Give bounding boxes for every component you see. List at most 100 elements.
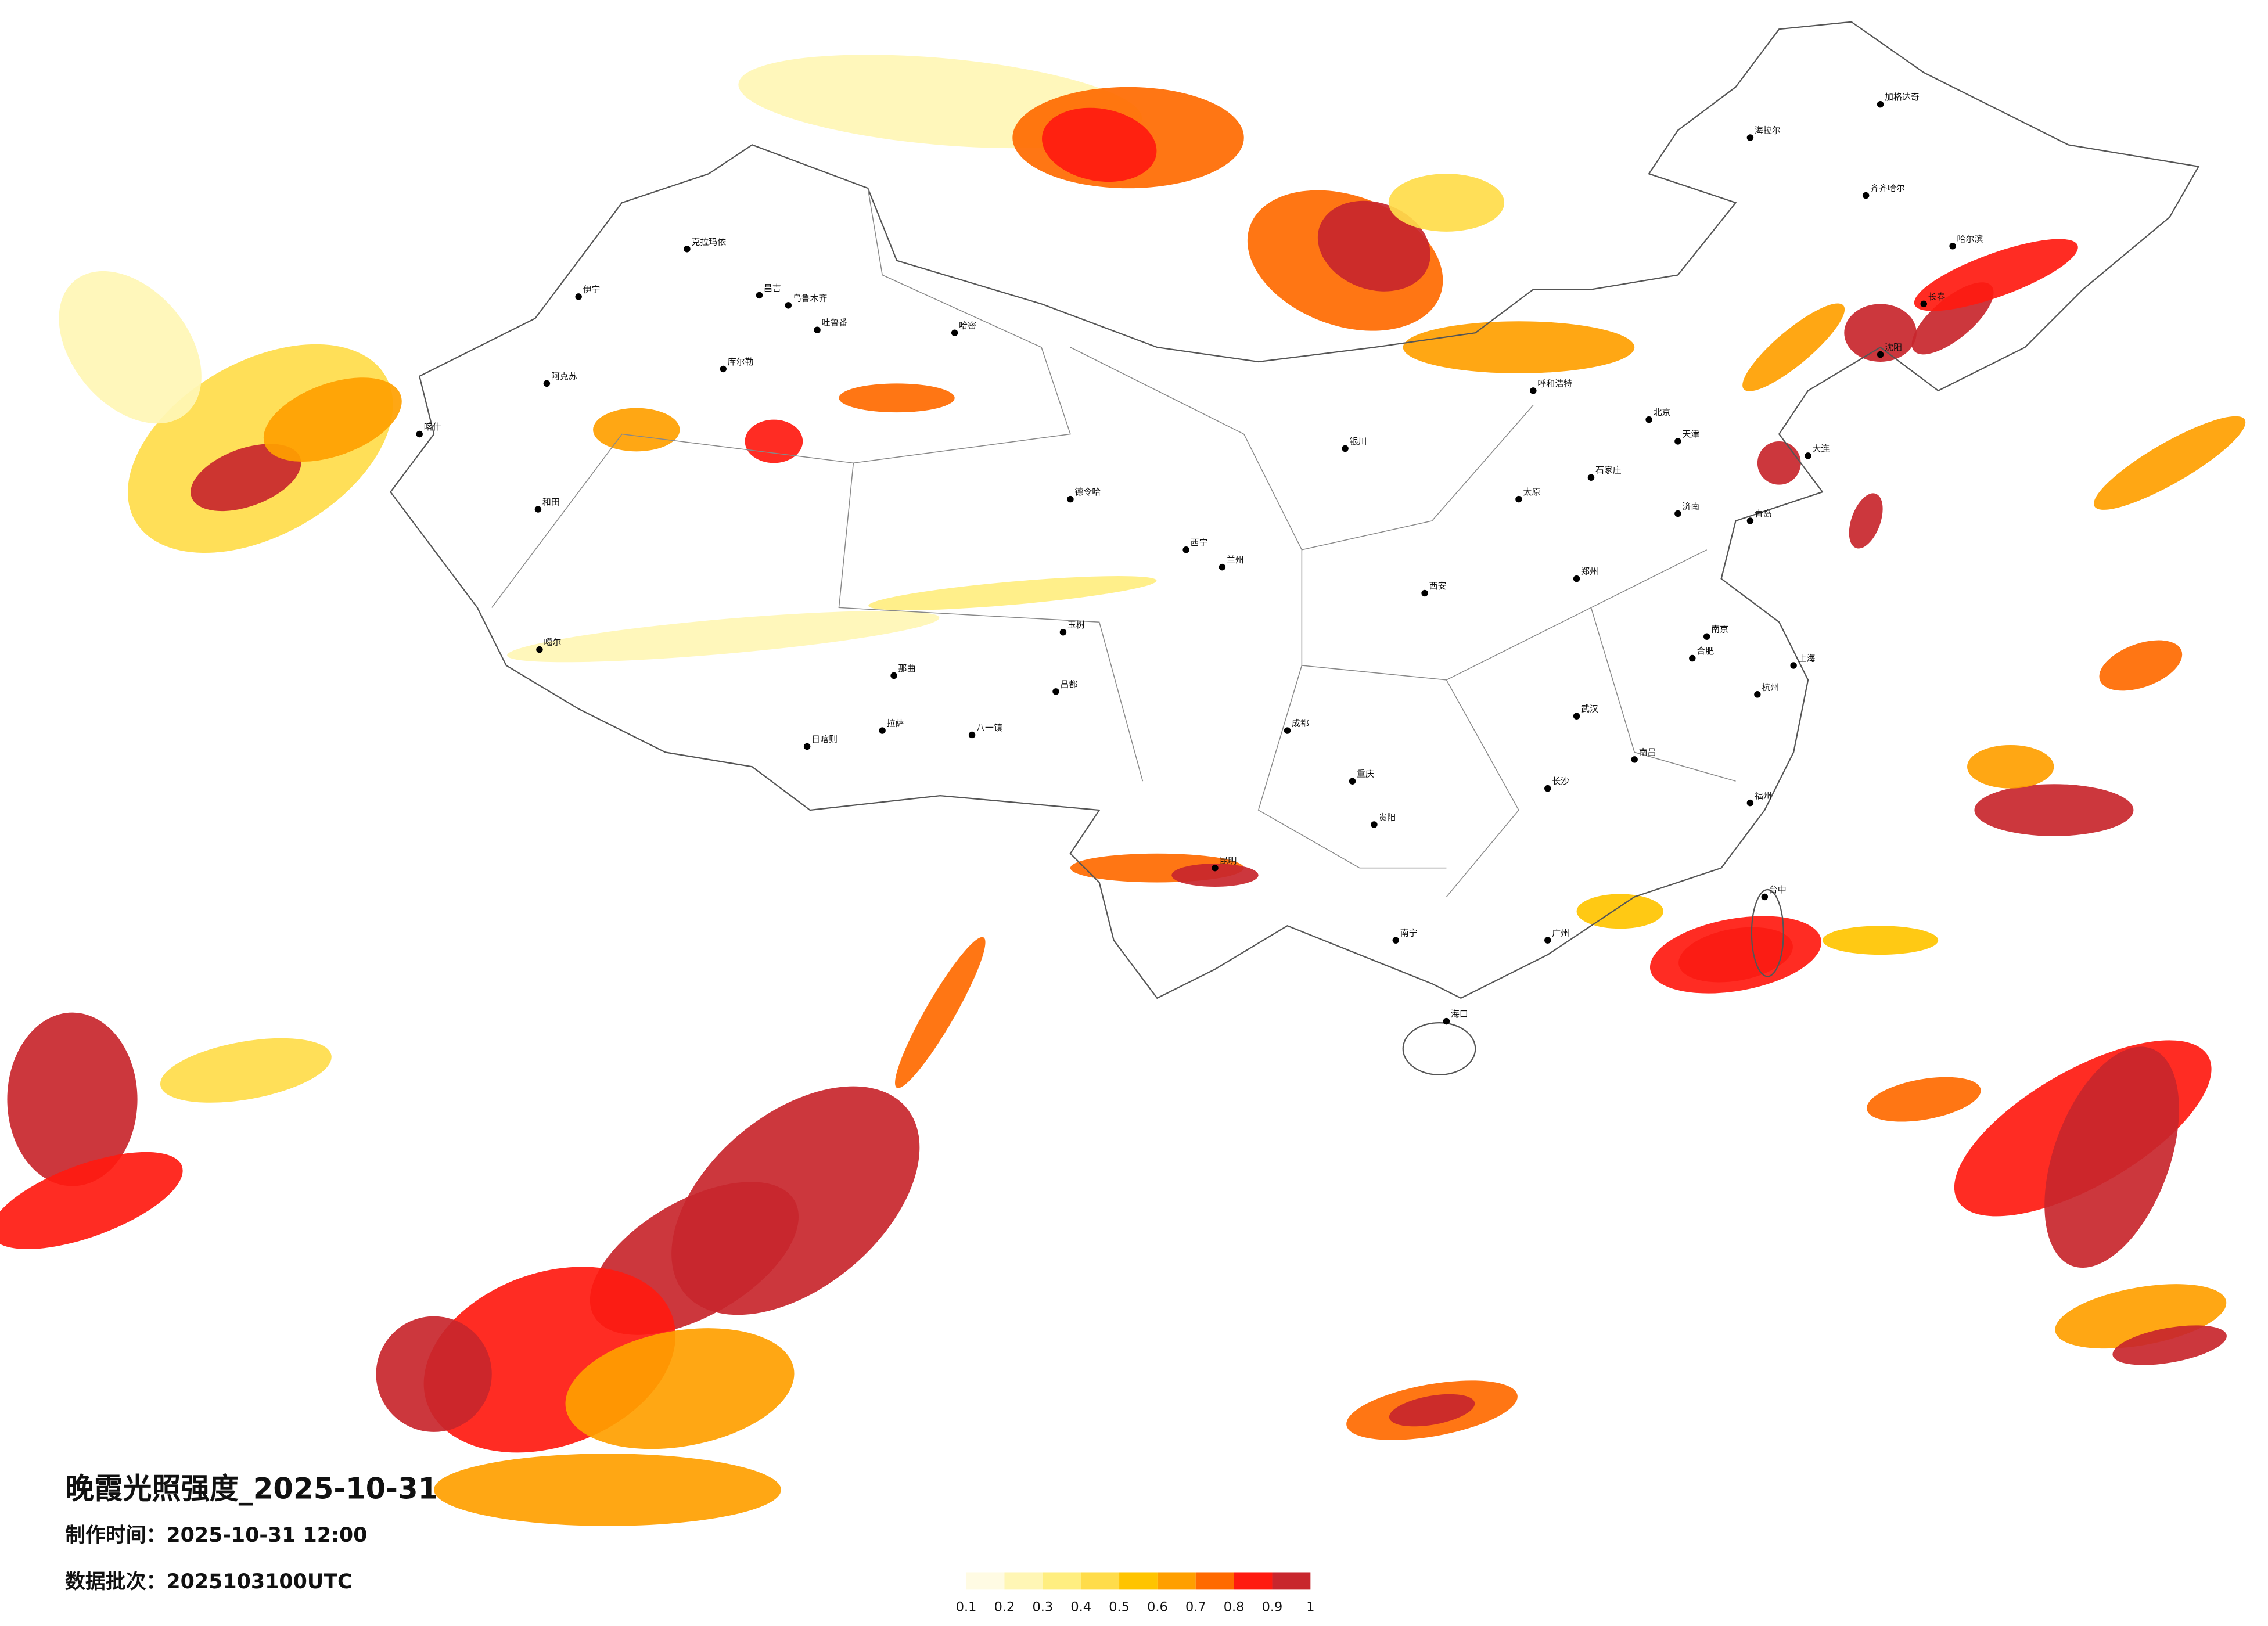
legend-tick-label: 0.4 xyxy=(1070,1600,1091,1615)
city-dot xyxy=(1349,778,1356,785)
city-dot xyxy=(684,246,691,253)
glow-area xyxy=(434,1454,781,1526)
city-label: 齐齐哈尔 xyxy=(1870,183,1905,193)
legend-tick-label: 0.7 xyxy=(1185,1600,1206,1615)
city-label: 加格达奇 xyxy=(1885,92,1920,102)
city-dot xyxy=(1342,445,1349,452)
legend-swatch xyxy=(1195,1572,1234,1590)
china-border xyxy=(390,21,2200,999)
glow-area xyxy=(565,1328,795,1449)
glow-area xyxy=(2099,640,2183,691)
taiwan xyxy=(1751,888,1784,977)
city-label: 克拉玛依 xyxy=(691,236,726,247)
city-dot xyxy=(575,293,582,300)
city-dot xyxy=(1182,546,1189,553)
glow-area xyxy=(839,383,955,413)
glow-area xyxy=(1388,174,1505,232)
glow-area xyxy=(2044,1046,2179,1268)
city-label: 银川 xyxy=(1350,436,1367,447)
city-label: 昌吉 xyxy=(764,283,781,293)
glow-area xyxy=(263,377,402,462)
legend-tick-label: 1 xyxy=(1306,1600,1314,1615)
city-label: 西安 xyxy=(1429,581,1447,591)
legend-tick-label: 0.5 xyxy=(1109,1600,1130,1615)
city-dot xyxy=(1746,517,1754,524)
city-label: 哈密 xyxy=(959,321,976,331)
glow-area xyxy=(59,271,202,424)
city-dot xyxy=(1059,628,1067,636)
city-dot xyxy=(785,302,792,309)
glow-area xyxy=(593,408,680,452)
legend-swatch xyxy=(1043,1572,1081,1590)
city-dot xyxy=(814,326,821,333)
glow-area xyxy=(1849,493,1883,549)
city-dot xyxy=(1862,192,1870,199)
city-label: 伊宁 xyxy=(583,284,601,294)
city-label: 南宁 xyxy=(1400,928,1418,938)
country-outline xyxy=(390,21,2200,1075)
city-dot xyxy=(879,727,886,734)
glow-area xyxy=(1403,321,1635,373)
city-label: 噶尔 xyxy=(544,637,561,647)
city-dot xyxy=(1573,713,1580,720)
city-dot xyxy=(1421,589,1428,597)
city-label: 南昌 xyxy=(1639,747,1656,757)
city-label: 喀什 xyxy=(424,422,441,432)
glow-area xyxy=(1974,784,2134,836)
city-label: 北京 xyxy=(1654,407,1671,418)
city-label: 济南 xyxy=(1682,501,1699,512)
glow-layer xyxy=(0,55,2246,1526)
city-label: 天津 xyxy=(1682,429,1699,439)
glow-area xyxy=(160,1038,332,1103)
city-dot xyxy=(1746,799,1754,807)
city-label: 那曲 xyxy=(898,663,916,674)
city-dot xyxy=(1573,575,1580,582)
city-label: 玉树 xyxy=(1067,620,1085,630)
city-label: 长春 xyxy=(1928,292,1946,302)
glow-area xyxy=(1576,894,1663,929)
legend-tick-label: 0.3 xyxy=(1033,1600,1054,1615)
city-dot xyxy=(968,731,976,739)
glow-area xyxy=(745,419,803,463)
glow-area xyxy=(1649,916,1822,994)
city-dot xyxy=(1877,100,1884,108)
legend-swatch xyxy=(1272,1572,1311,1590)
city-dot xyxy=(1645,416,1652,423)
city-dot xyxy=(1790,662,1797,669)
city-label: 吐鲁番 xyxy=(822,318,848,328)
city-dot xyxy=(1920,300,1928,308)
city-label: 八一镇 xyxy=(976,722,1002,733)
city-dot xyxy=(1544,785,1551,792)
city-dot xyxy=(756,292,763,299)
legend-tick-label: 0.1 xyxy=(956,1600,977,1615)
legend-tick-label: 0.8 xyxy=(1224,1600,1245,1615)
city-dot xyxy=(1674,510,1681,517)
glow-area xyxy=(868,576,1157,610)
glow-area xyxy=(1042,107,1157,182)
legend: 0.1 0.2 0.3 0.4 0.5 0.6 0.7 0.8 0.9 1 xyxy=(956,1572,1314,1615)
city-dot xyxy=(1212,864,1219,872)
legend-swatch xyxy=(1234,1572,1273,1590)
glow-area xyxy=(7,1012,138,1186)
city-dot xyxy=(1587,474,1595,481)
city-label: 库尔勒 xyxy=(728,357,754,367)
glow-area xyxy=(1389,1394,1475,1427)
city-dot xyxy=(1443,1017,1450,1025)
glow-area xyxy=(1822,926,1939,955)
city-label: 沈阳 xyxy=(1885,342,1902,352)
city-dot xyxy=(1805,452,1811,459)
legend-swatch xyxy=(1119,1572,1158,1590)
city-label: 石家庄 xyxy=(1595,465,1622,476)
city-label: 昆明 xyxy=(1219,855,1237,866)
city-label: 郑州 xyxy=(1581,566,1598,577)
glow-area xyxy=(0,1152,183,1249)
city-dot xyxy=(1689,654,1696,662)
city-label: 大连 xyxy=(1813,443,1830,454)
city-label: 成都 xyxy=(1292,718,1309,729)
city-dot xyxy=(1754,691,1761,698)
city-label: 阿克苏 xyxy=(551,371,577,382)
city-label: 合肥 xyxy=(1696,646,1714,656)
city-label: 德令哈 xyxy=(1074,487,1101,497)
